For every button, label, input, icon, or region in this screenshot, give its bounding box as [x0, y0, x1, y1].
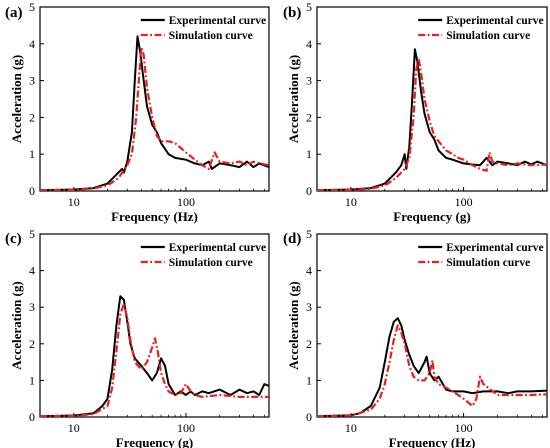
panel-label: (c)	[5, 231, 22, 247]
legend-label: Simulation curve	[169, 30, 253, 42]
y-axis-title: Acceleration (g)	[9, 55, 24, 143]
legend-label: Experimental curve	[169, 15, 266, 27]
series-line	[317, 57, 547, 191]
y-tick-label: 0	[306, 410, 312, 424]
x-tick-label: 10	[68, 195, 80, 209]
plot-frame	[316, 233, 548, 418]
y-tick-label: 0	[29, 410, 35, 424]
legend-label: Simulation curve	[446, 257, 530, 269]
y-tick-label: 0	[29, 184, 35, 198]
x-tick-label: 100	[455, 421, 473, 435]
plot-frame	[39, 233, 270, 418]
y-tick-label: 2	[306, 337, 312, 351]
series-line	[40, 35, 269, 191]
panel-label: (d)	[283, 231, 301, 247]
series-line	[317, 317, 547, 417]
x-axis-title: Frequency (g)	[116, 435, 193, 448]
y-tick-label: 5	[306, 0, 312, 14]
x-axis-title: Frequency (g)	[393, 209, 470, 224]
y-tick-label: 4	[29, 37, 35, 51]
series-line	[40, 46, 269, 191]
x-tick-label: 100	[455, 195, 473, 209]
legend-label: Simulation curve	[169, 257, 253, 269]
y-axis-title: Acceleration (g)	[286, 281, 301, 369]
y-tick-label: 5	[29, 227, 35, 241]
legend-label: Experimental curve	[169, 242, 266, 254]
series-line	[40, 295, 269, 417]
series-line	[40, 302, 269, 417]
x-tick-label: 10	[68, 421, 80, 435]
y-axis-title: Acceleration (g)	[9, 281, 24, 369]
panel-label: (a)	[5, 5, 23, 21]
y-tick-label: 1	[306, 147, 312, 161]
y-tick-label: 2	[29, 337, 35, 351]
y-tick-label: 4	[306, 264, 312, 278]
plot-frame	[39, 6, 270, 192]
y-axis-title: Acceleration (g)	[286, 55, 301, 143]
y-tick-label: 3	[306, 74, 312, 88]
y-tick-label: 1	[29, 373, 35, 387]
y-tick-label: 0	[306, 184, 312, 198]
y-tick-label: 2	[29, 110, 35, 124]
y-tick-label: 3	[306, 300, 312, 314]
legend-label: Experimental curve	[446, 15, 543, 27]
series-line	[317, 324, 547, 417]
y-tick-label: 4	[29, 264, 35, 278]
y-tick-label: 1	[306, 373, 312, 387]
series-line	[317, 48, 547, 191]
x-axis-title: Frequency (Hz)	[111, 209, 198, 224]
plot-frame	[316, 6, 548, 192]
y-tick-label: 1	[29, 147, 35, 161]
y-tick-label: 4	[306, 37, 312, 51]
y-tick-label: 5	[29, 0, 35, 14]
y-tick-label: 2	[306, 110, 312, 124]
x-tick-label: 10	[345, 195, 357, 209]
legend-label: Simulation curve	[446, 30, 530, 42]
x-tick-label: 10	[345, 421, 357, 435]
y-tick-label: 5	[306, 227, 312, 241]
y-tick-label: 3	[29, 300, 35, 314]
legend-label: Experimental curve	[446, 242, 543, 254]
y-tick-label: 3	[29, 74, 35, 88]
x-tick-label: 100	[177, 421, 195, 435]
x-axis-title: Frequency (Hz)	[389, 435, 476, 448]
panel-label: (b)	[283, 5, 301, 21]
x-tick-label: 100	[177, 195, 195, 209]
